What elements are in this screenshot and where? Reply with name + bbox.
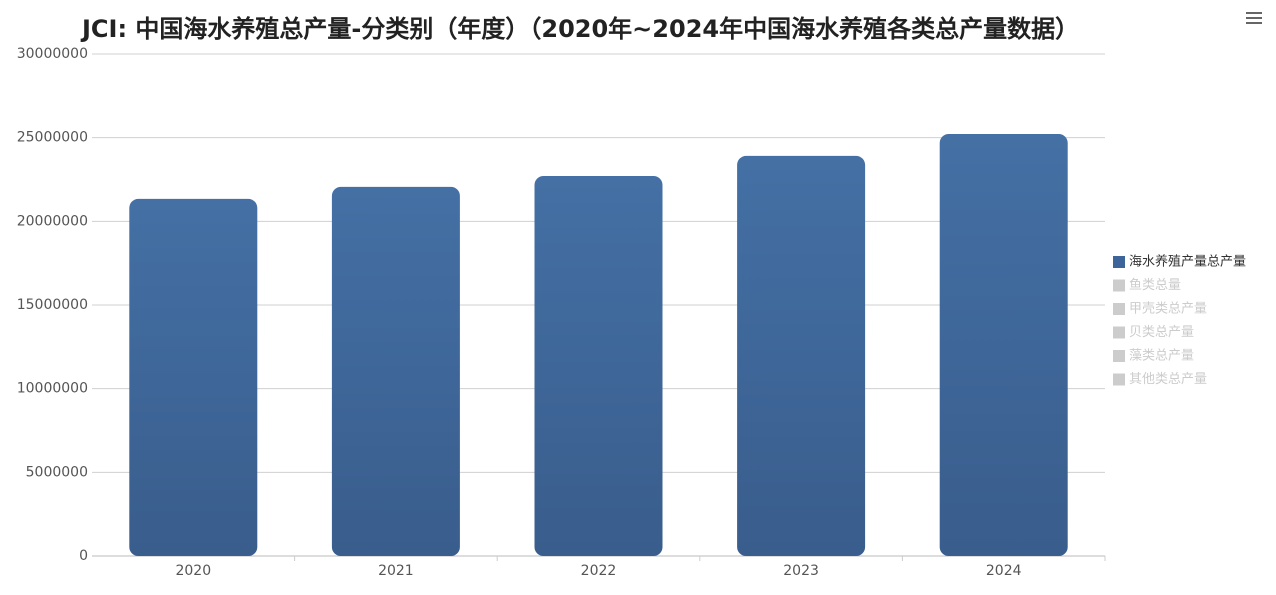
legend-label: 藻类总产量 (1129, 349, 1194, 364)
y-tick-label: 30000000 (17, 46, 88, 62)
legend-label: 其他类总产量 (1129, 372, 1207, 387)
x-tick-label: 2022 (581, 563, 617, 579)
bar (737, 155, 866, 556)
x-tick-label: 2024 (986, 563, 1022, 579)
menu-icon[interactable] (1246, 12, 1262, 24)
y-tick-label: 20000000 (17, 213, 88, 229)
legend-swatch (1113, 279, 1125, 292)
legend-item[interactable]: 其他类总产量 (1113, 372, 1207, 387)
x-tick-label: 2021 (378, 563, 414, 579)
y-tick-label: 5000000 (26, 464, 88, 480)
bar (939, 133, 1068, 556)
legend-item[interactable]: 藻类总产量 (1113, 349, 1194, 364)
legend-item[interactable]: 贝类总产量 (1113, 325, 1194, 340)
x-tick-label: 2023 (783, 563, 819, 579)
bar (331, 186, 460, 556)
legend-label: 贝类总产量 (1129, 325, 1194, 340)
legend-swatch (1113, 326, 1125, 339)
legend-label: 海水养殖产量总产量 (1129, 254, 1246, 270)
bar (129, 198, 258, 557)
y-tick-label: 15000000 (17, 297, 88, 313)
y-tick-label: 10000000 (17, 381, 88, 397)
bar (534, 175, 663, 556)
legend-item[interactable]: 甲壳类总产量 (1113, 302, 1207, 317)
legend-item[interactable]: 海水养殖产量总产量 (1113, 254, 1246, 270)
y-tick-label: 25000000 (17, 130, 88, 146)
chart-title: JCI: 中国海水养殖总产量-分类别（年度）（2020年~2024年中国海水养殖… (80, 15, 1079, 43)
y-tick-label: 0 (79, 548, 88, 564)
legend-item[interactable]: 鱼类总量 (1113, 277, 1181, 293)
x-tick-label: 2020 (175, 563, 211, 579)
legend-label: 鱼类总量 (1129, 277, 1181, 293)
legend-swatch (1113, 303, 1125, 315)
legend-swatch (1113, 256, 1125, 268)
legend-label: 甲壳类总产量 (1129, 302, 1207, 317)
legend-swatch (1113, 350, 1125, 362)
legend-swatch (1113, 373, 1125, 386)
